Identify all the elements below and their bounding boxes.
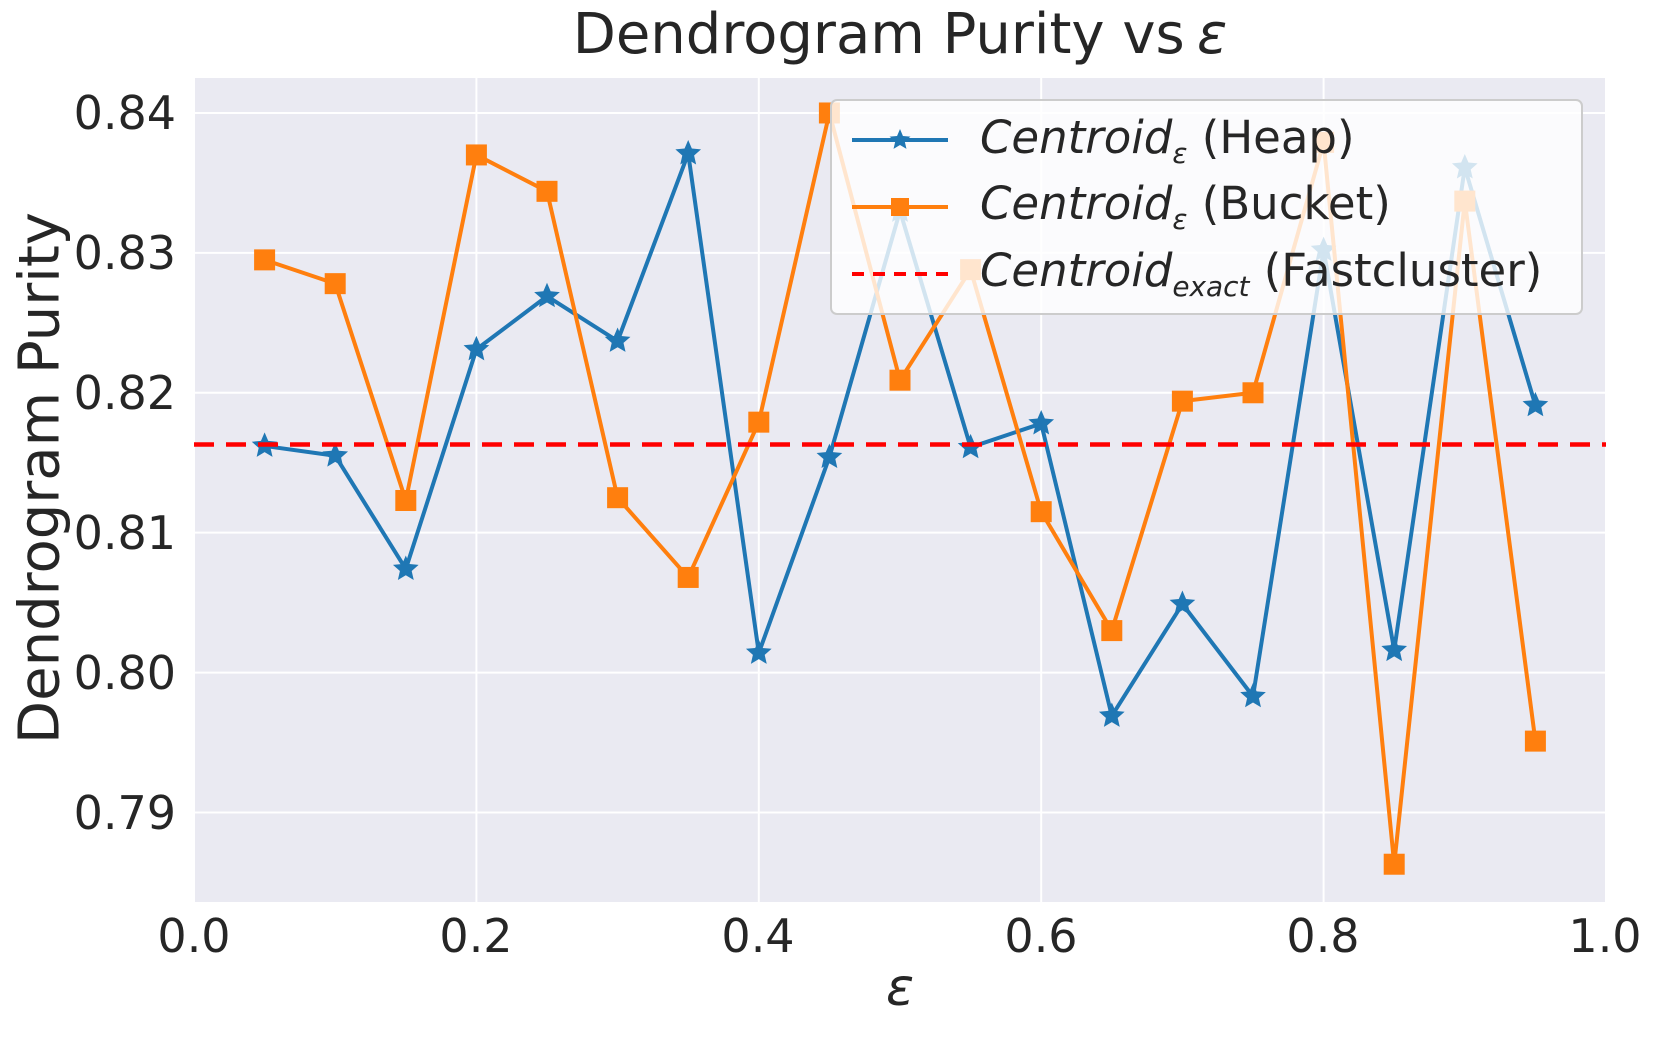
x-tick-0.0: 0.0	[157, 909, 231, 963]
x-tick-0.8: 0.8	[1286, 909, 1360, 963]
x-tick-0.4: 0.4	[721, 909, 795, 963]
legend-label-bucket: Centroidε (Bucket)	[980, 177, 1391, 237]
chart-title-epsilon: ε	[1197, 2, 1228, 67]
legend: Centroidε (Heap) Centroidε (Bucket) Cent…	[830, 99, 1583, 315]
x-tick-0.2: 0.2	[439, 909, 513, 963]
x-tick-0.6: 0.6	[1004, 909, 1078, 963]
legend-item-bucket: Centroidε (Bucket)	[832, 175, 1581, 239]
legend-label-exact: Centroidexact (Fastcluster)	[980, 244, 1543, 304]
y-tick-0.83: 0.83	[73, 226, 176, 280]
y-tick-0.79: 0.79	[73, 786, 176, 840]
y-tick-0.80: 0.80	[73, 646, 176, 700]
chart-title: Dendrogram Purity vs ε	[194, 2, 1606, 67]
y-tick-0.84: 0.84	[73, 86, 176, 140]
bucket-line-square-icon	[852, 197, 948, 216]
y-tick-0.82: 0.82	[73, 366, 176, 420]
y-tick-0.81: 0.81	[73, 506, 176, 560]
heap-line-star-icon	[852, 129, 948, 150]
chart-title-text: Dendrogram Purity vs	[572, 2, 1185, 67]
legend-item-heap: Centroidε (Heap)	[832, 108, 1581, 172]
legend-label-heap: Centroidε (Heap)	[980, 110, 1355, 170]
legend-item-exact: Centroidexact (Fastcluster)	[832, 242, 1581, 306]
x-axis-label: ε	[885, 958, 915, 1018]
x-tick-1.0: 1.0	[1568, 909, 1642, 963]
exact-dashed-line-icon	[852, 271, 948, 276]
